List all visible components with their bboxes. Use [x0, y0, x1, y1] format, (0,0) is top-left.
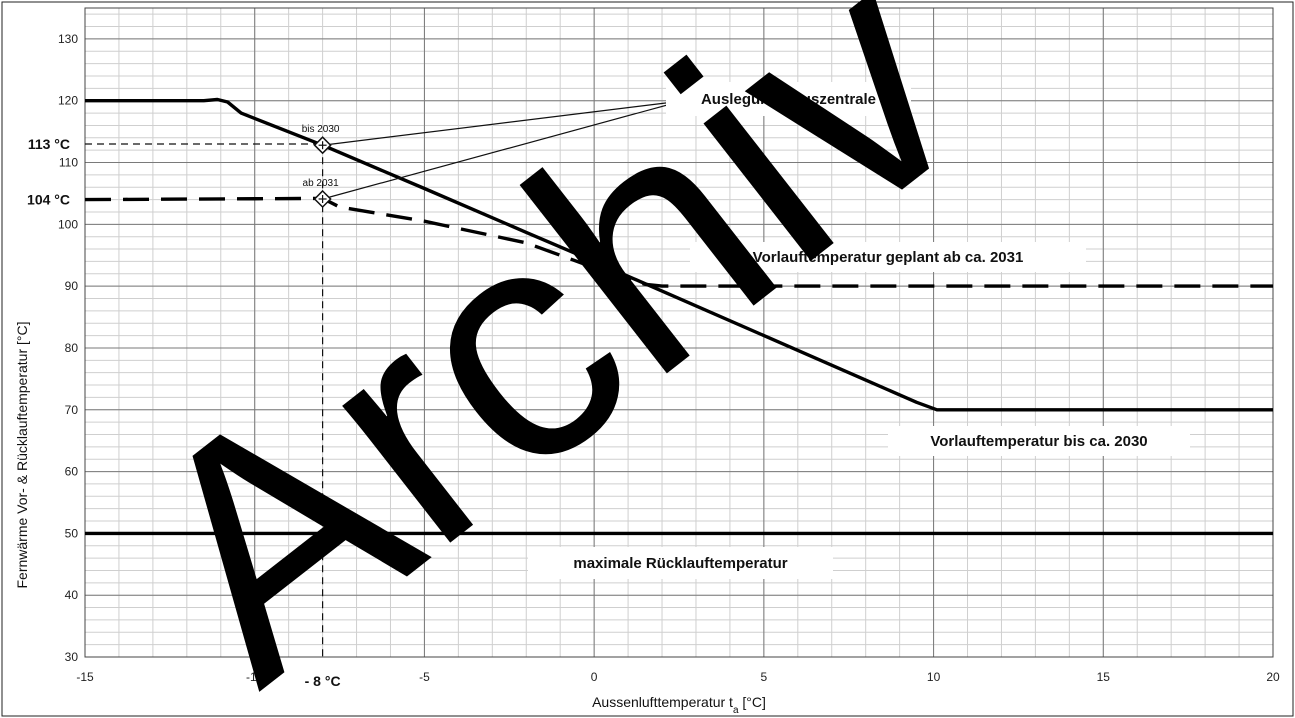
ref-label-bg-1 [5, 132, 79, 155]
annotation-labels: Auslegung Hauszentrale Vorlauftemperatur … [5, 82, 1190, 690]
ref-label-bg-2 [5, 188, 79, 211]
x-tick-label: 5 [761, 670, 768, 684]
series-line-1 [85, 97, 1273, 412]
x-tick-label: 0 [591, 670, 598, 684]
annotation-return: maximale Rücklauftemperatur [573, 555, 787, 572]
annotation-solid-series: Vorlauftemperatur bis ca. 2030 [930, 433, 1147, 450]
leader-line-2 [322, 100, 683, 200]
ref-y-label-1: 113 °C [28, 136, 70, 152]
x-axis-title: Aussenlufttemperatur ta [°C] [592, 694, 766, 716]
reference-lines [85, 143, 324, 657]
y-tick-label: 130 [58, 32, 78, 46]
marker-label-1: bis 2030 [302, 124, 340, 135]
y-tick-label: 110 [59, 156, 78, 170]
x-tick-label: 10 [927, 670, 941, 684]
y-tick-label: 80 [65, 341, 79, 355]
y-tick-label: 40 [65, 588, 79, 602]
x-axis-title-main: Aussenlufttemperatur t [592, 694, 733, 710]
annotation-dashed-series-bg [690, 242, 1086, 272]
leader-line-1 [322, 100, 683, 146]
y-axis-title: Fernwärme Vor- & Rücklauftemperatur [°C] [14, 321, 30, 588]
x-tick-label: 15 [1097, 670, 1111, 684]
y-tick-label: 70 [65, 403, 79, 417]
annotation-design: Auslegung Hauszentrale [701, 91, 876, 108]
ref-x-label-bg [292, 668, 353, 690]
x-tick-label: -10 [246, 670, 264, 684]
x-axis-title-sub: a [733, 705, 739, 716]
annotation-return-bg [528, 547, 833, 579]
y-tick-labels: 30 40 50 60 70 80 90 100 110 120 130 [58, 32, 78, 664]
ref-y-label-2: 104 °C [27, 192, 70, 208]
y-tick-label: 120 [58, 94, 78, 108]
y-tick-label: 30 [65, 650, 79, 664]
x-axis-title-unit: [°C] [739, 694, 766, 710]
annotation-solid-series-bg [888, 426, 1190, 456]
x-tick-label: -15 [76, 670, 94, 684]
y-tick-label: 90 [65, 279, 79, 293]
annotation-design-bg [666, 82, 911, 116]
x-tick-label: 20 [1266, 670, 1280, 684]
y-tick-label: 50 [65, 526, 79, 540]
marker-label-2: ab 2031 [303, 178, 340, 189]
annotation-dashed-series: Vorlauftemperatur geplant ab ca. 2031 [753, 249, 1024, 266]
leader-lines [322, 100, 683, 200]
plot-area-border [84, 7, 1274, 658]
y-tick-label: 60 [65, 465, 79, 479]
x-tick-label: -5 [419, 670, 430, 684]
marker-group: bis 2030 ab 2031 [302, 124, 340, 209]
y-tick-label: 100 [58, 217, 78, 231]
x-tick-labels: -15 -10 -5 0 5 10 15 20 [76, 670, 1280, 684]
ref-x-label: - 8 °C [305, 673, 341, 689]
